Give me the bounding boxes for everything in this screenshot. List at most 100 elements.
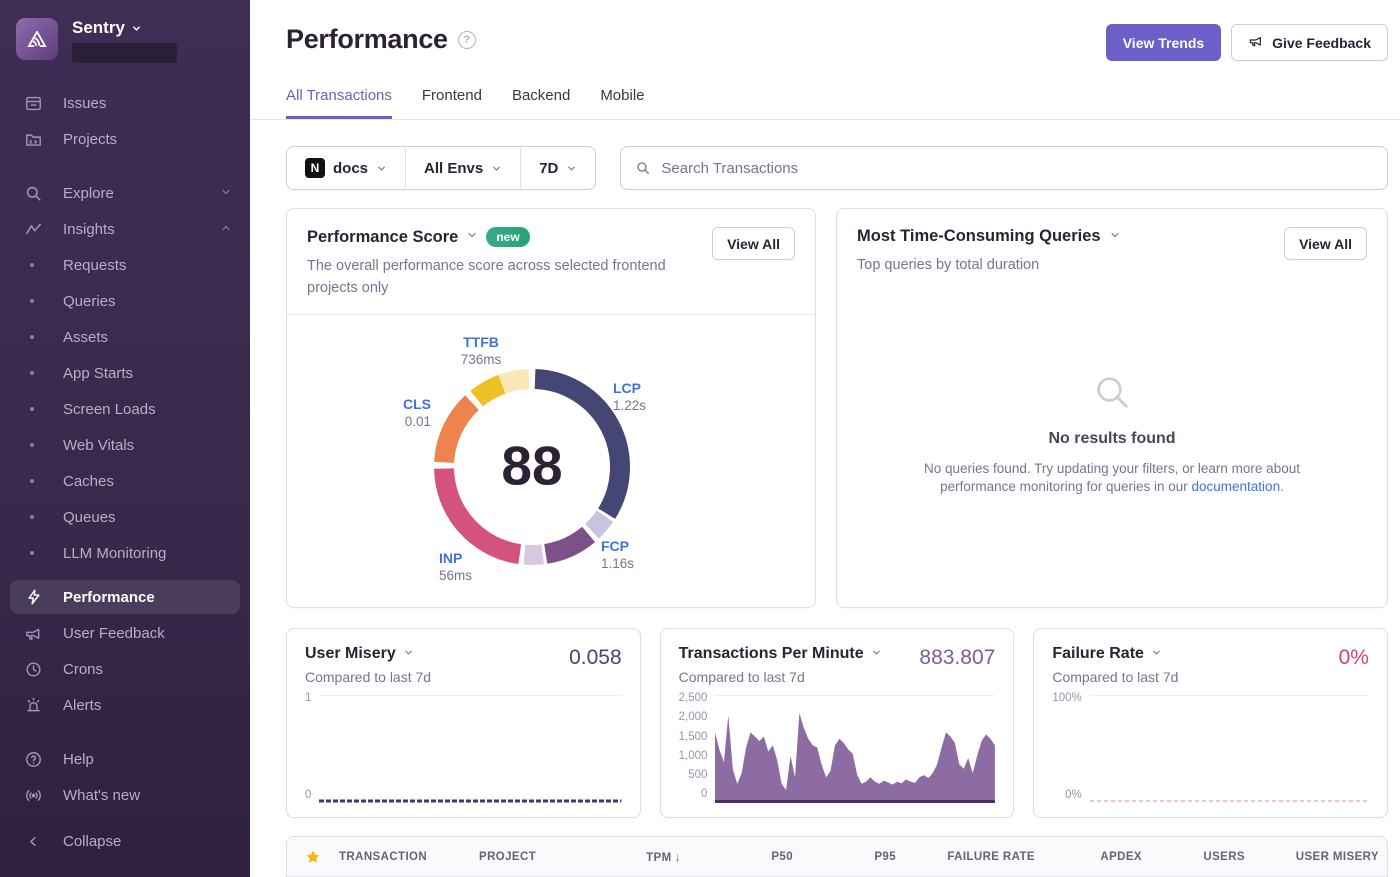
- time-consuming-queries-card: Most Time-Consuming Queries Top queries …: [836, 208, 1388, 608]
- donut-ring: [434, 368, 630, 565]
- card-title: Transactions Per Minute: [678, 645, 864, 662]
- sidebar-item-insights[interactable]: Insights: [0, 211, 250, 247]
- bullet-icon: [30, 371, 34, 375]
- column-header-users[interactable]: USERS: [1203, 850, 1245, 863]
- table-header-row: TRANSACTION PROJECT TPM ↓ P50 P95 FAILURE…: [287, 837, 1387, 877]
- sidebar-item-performance[interactable]: Performance: [0, 579, 250, 615]
- sidebar-item-issues[interactable]: Issues: [0, 85, 250, 121]
- view-trends-button[interactable]: View Trends: [1105, 24, 1222, 61]
- search-icon: [24, 184, 43, 203]
- help-tooltip-icon[interactable]: ?: [457, 30, 476, 49]
- org-name: Sentry: [72, 18, 125, 37]
- sidebar-item-alerts[interactable]: Alerts: [0, 687, 250, 723]
- failure-rate-value: 0%: [1338, 646, 1369, 669]
- lightning-icon: [24, 588, 43, 607]
- project-filter[interactable]: N docs: [287, 147, 405, 189]
- tab-bar: All Transactions Frontend Backend Mobile: [250, 61, 1400, 120]
- sidebar-item-requests[interactable]: Requests: [0, 247, 250, 283]
- sidebar-collapse-button[interactable]: Collapse: [0, 823, 250, 859]
- sidebar-item-explore[interactable]: Explore: [0, 175, 250, 211]
- column-header-apdex[interactable]: APDEX: [1100, 850, 1142, 863]
- sentry-logo-icon: [16, 18, 58, 60]
- siren-icon: [24, 696, 43, 715]
- sidebar-item-assets[interactable]: Assets: [0, 319, 250, 355]
- environment-filter[interactable]: All Envs: [405, 147, 520, 189]
- user-misery-chart: 1 0: [305, 692, 622, 803]
- column-header-p95[interactable]: P95: [874, 850, 896, 863]
- failure-rate-chart: 100% 0%: [1052, 692, 1369, 803]
- card-title: Most Time-Consuming Queries: [857, 227, 1101, 245]
- sidebar-item-web-vitals[interactable]: Web Vitals: [0, 427, 250, 463]
- view-all-button[interactable]: View All: [1284, 227, 1367, 260]
- column-header-project[interactable]: PROJECT: [479, 850, 537, 863]
- tab-frontend[interactable]: Frontend: [421, 87, 482, 104]
- sidebar-item-crons[interactable]: Crons: [0, 651, 250, 687]
- tab-all-transactions[interactable]: All Transactions: [286, 87, 392, 119]
- sidebar-item-queries[interactable]: Queries: [0, 283, 250, 319]
- tab-backend[interactable]: Backend: [511, 87, 571, 104]
- nextjs-platform-icon: N: [305, 158, 325, 178]
- projects-icon: [24, 130, 43, 149]
- chevron-down-icon: [220, 185, 232, 202]
- view-all-button[interactable]: View All: [712, 227, 795, 260]
- bullet-icon: [30, 479, 34, 483]
- give-feedback-button[interactable]: Give Feedback: [1231, 24, 1388, 61]
- transactions-per-minute-card: Transactions Per Minute Compared to last…: [659, 628, 1015, 818]
- metric-label-lcp: LCP 1.22s: [613, 379, 647, 414]
- column-header-p50[interactable]: P50: [771, 850, 793, 863]
- chevron-down-icon: [491, 163, 502, 174]
- tab-mobile[interactable]: Mobile: [600, 87, 645, 104]
- insights-icon: [24, 220, 43, 239]
- search-icon: [637, 162, 650, 174]
- search-input[interactable]: [661, 159, 1373, 177]
- sidebar-item-help[interactable]: Help: [0, 741, 250, 777]
- org-switcher[interactable]: Sentry: [0, 14, 250, 63]
- column-header-transaction[interactable]: TRANSACTION: [339, 850, 428, 863]
- chevron-down-icon[interactable]: [1109, 228, 1121, 246]
- bullet-icon: [30, 443, 34, 447]
- column-header-tpm[interactable]: TPM ↓: [646, 849, 681, 864]
- card-subtitle: Compared to last 7d: [678, 669, 805, 685]
- documentation-link[interactable]: documentation: [1191, 478, 1281, 494]
- bullet-icon: [30, 299, 34, 303]
- failure-rate-card: Failure Rate Compared to last 7d 0% 100%…: [1033, 628, 1388, 818]
- user-misery-card: User Misery Compared to last 7d 0.058 1 …: [286, 628, 641, 818]
- chevron-down-icon[interactable]: [403, 645, 414, 663]
- metric-label-fcp: FCP 1.16s: [601, 537, 635, 572]
- column-header-user-misery[interactable]: USER MISERY: [1295, 850, 1379, 863]
- sort-descending-icon: ↓: [674, 849, 681, 864]
- sidebar-item-user-feedback[interactable]: User Feedback: [0, 615, 250, 651]
- sidebar-item-whats-new[interactable]: What's new: [0, 777, 250, 813]
- bullet-icon: [30, 407, 34, 411]
- metric-label-ttfb: TTFB 736ms: [460, 333, 502, 368]
- broadcast-icon: [24, 786, 43, 805]
- performance-score-value: 88: [501, 434, 563, 497]
- transaction-search[interactable]: [620, 146, 1388, 190]
- empty-state-title: No results found: [1048, 430, 1176, 448]
- chevron-down-icon[interactable]: [871, 645, 882, 663]
- sidebar-item-projects[interactable]: Projects: [0, 121, 250, 157]
- sidebar-item-llm-monitoring[interactable]: LLM Monitoring: [0, 535, 250, 571]
- sidebar-item-app-starts[interactable]: App Starts: [0, 355, 250, 391]
- date-range-filter[interactable]: 7D: [520, 147, 595, 189]
- chevron-up-icon: [220, 221, 232, 238]
- chevron-left-icon: [24, 832, 43, 851]
- tpm-chart: 2,500 2,000 1,500 1,000 500 0: [679, 692, 996, 803]
- chevron-down-icon[interactable]: [1151, 645, 1162, 663]
- card-subtitle: Compared to last 7d: [1052, 669, 1179, 685]
- sidebar-item-caches[interactable]: Caches: [0, 463, 250, 499]
- metric-label-cls: CLS 0.01: [403, 395, 431, 430]
- bullet-icon: [30, 551, 34, 555]
- performance-score-card: Performance Score new The overall perfor…: [286, 208, 816, 608]
- issues-icon: [24, 94, 43, 113]
- metric-label-inp: INP 56ms: [439, 549, 473, 584]
- sidebar-item-screen-loads[interactable]: Screen Loads: [0, 391, 250, 427]
- sidebar-item-queues[interactable]: Queues: [0, 499, 250, 535]
- megaphone-icon: [24, 624, 43, 643]
- transactions-table: TRANSACTION PROJECT TPM ↓ P50 P95 FAILURE…: [286, 836, 1388, 877]
- star-column-header[interactable]: [287, 849, 331, 865]
- column-header-failure-rate[interactable]: FAILURE RATE: [947, 850, 1035, 863]
- empty-state-text: No queries found. Try updating your filt…: [924, 461, 1300, 494]
- chevron-down-icon[interactable]: [466, 228, 478, 246]
- bullet-icon: [30, 335, 34, 339]
